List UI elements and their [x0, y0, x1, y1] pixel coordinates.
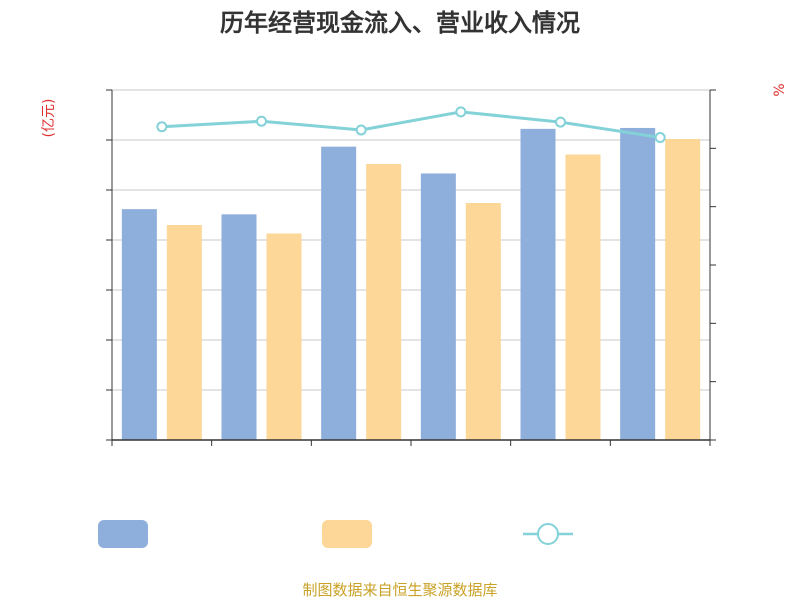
bar: [520, 128, 556, 440]
legend-marker: [537, 523, 559, 545]
bar: [665, 139, 701, 440]
line-series: [161, 110, 661, 140]
left-axis-unit: (亿元): [41, 99, 57, 138]
line-point: [355, 124, 367, 136]
legend: [98, 520, 573, 548]
line-point: [156, 121, 168, 133]
axes: [106, 89, 716, 446]
legend-swatch: [98, 520, 148, 548]
line-layer: [156, 106, 666, 144]
line-point: [555, 116, 566, 128]
bar: [420, 173, 456, 440]
line-point: [654, 132, 666, 144]
bar: [321, 146, 357, 440]
right-axis-unit: %: [772, 83, 788, 96]
bar: [121, 209, 157, 440]
legend-swatch: [322, 520, 372, 548]
bar: [620, 127, 656, 440]
bar: [266, 233, 302, 440]
chart-title: 历年经营现金流入、营业收入情况: [220, 9, 580, 37]
bar: [166, 225, 202, 440]
line-point: [455, 106, 467, 118]
bar: [221, 214, 257, 440]
bar: [465, 203, 501, 440]
line-point: [256, 115, 267, 127]
source-note: 制图数据来自恒生聚源数据库: [302, 581, 497, 599]
bar: [366, 164, 402, 440]
gridlines: [112, 89, 710, 391]
bar-layer: [121, 127, 701, 440]
bar: [565, 154, 601, 440]
